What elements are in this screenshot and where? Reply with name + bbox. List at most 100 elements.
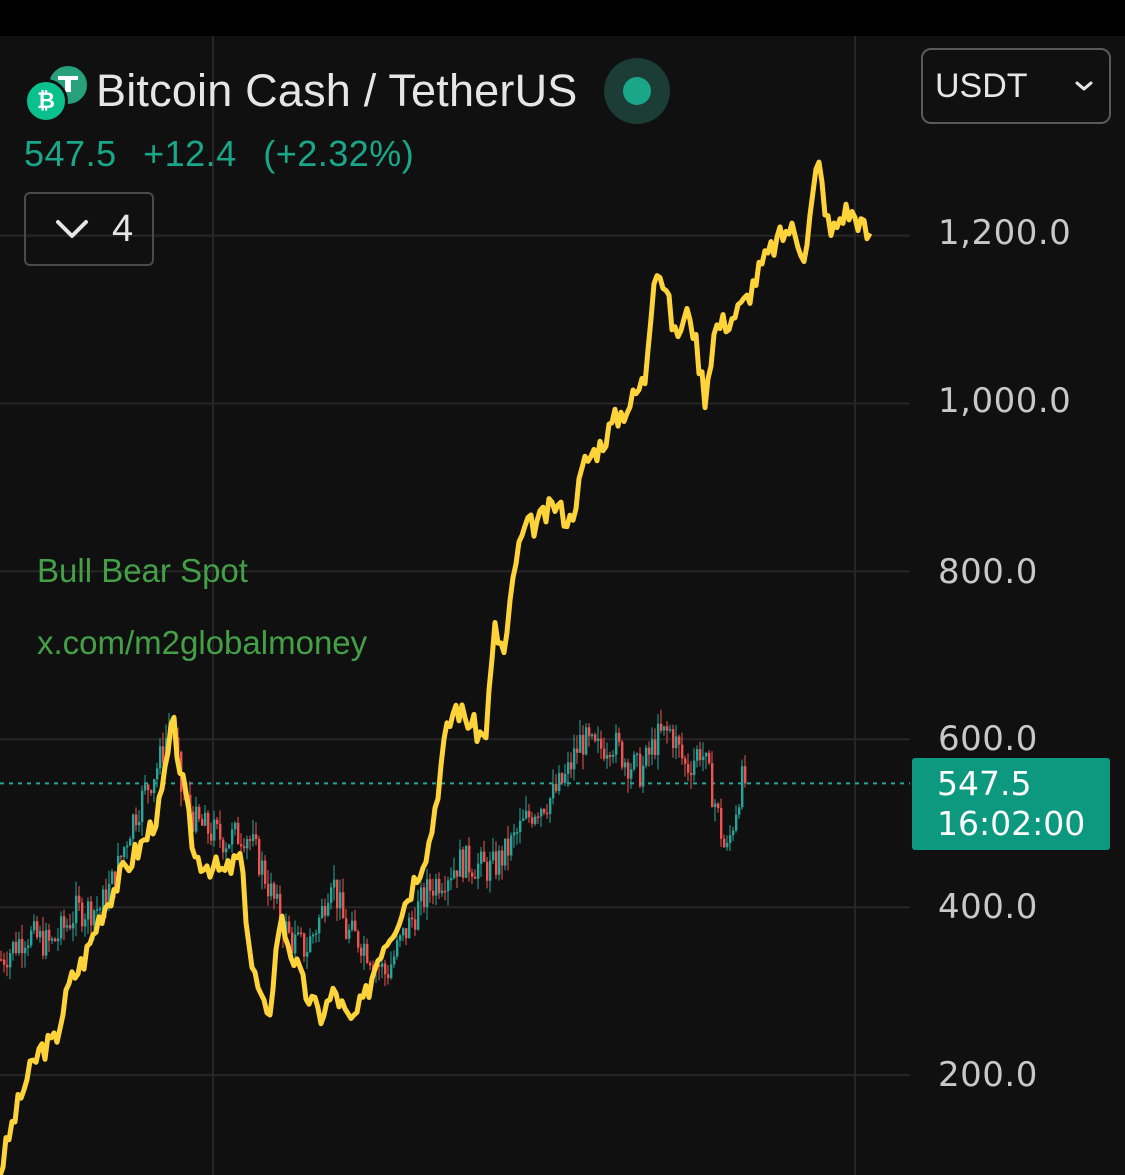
candle-body: [582, 734, 585, 755]
candle-body: [330, 887, 333, 903]
currency-select[interactable]: USDT: [921, 48, 1111, 124]
candle-body: [336, 879, 339, 909]
candle-body: [342, 892, 345, 919]
candle-body: [696, 749, 699, 761]
candle-body: [255, 834, 258, 840]
candle-body: [60, 916, 63, 939]
candle-body: [579, 734, 582, 753]
live-status-dot: [622, 77, 651, 105]
indicators-toggle-button[interactable]: 4: [24, 192, 154, 266]
candle-body: [135, 814, 138, 826]
candle-body: [204, 812, 207, 826]
candle-body: [51, 938, 54, 941]
y-tick-label: 600.0: [938, 719, 1038, 759]
candle-body: [468, 845, 471, 873]
candle-body: [399, 935, 402, 941]
candle-body: [303, 933, 306, 957]
candle-body: [588, 727, 591, 737]
candle-body: [537, 816, 540, 819]
candle-body: [672, 729, 675, 749]
candle-body: [120, 855, 123, 858]
candle-body: [684, 758, 687, 764]
overlay-line-series: [0, 159, 873, 1175]
candle-body: [729, 835, 732, 843]
chart-area[interactable]: [0, 36, 1125, 1175]
candle-body: [354, 920, 357, 932]
quote-line: 547.5 +12.4 (+2.32%): [24, 133, 414, 175]
candle-body: [390, 964, 393, 979]
candle-body: [276, 893, 279, 899]
candle-body: [96, 909, 99, 911]
candle-body: [264, 860, 267, 884]
candle-body: [42, 931, 45, 956]
candle-body: [639, 753, 642, 787]
candle-body: [12, 941, 15, 954]
candle-body: [522, 818, 525, 821]
candle-body: [6, 964, 9, 968]
candle-body: [516, 832, 519, 834]
candle-body: [234, 822, 237, 830]
y-tick-label: 1,000.0: [938, 381, 1072, 421]
candle-body: [294, 934, 297, 954]
candle-body: [555, 783, 558, 792]
candle-body: [465, 845, 468, 878]
candle-body: [654, 739, 657, 756]
candle-body: [741, 766, 744, 808]
candle-body: [429, 879, 432, 891]
candle-body: [246, 839, 249, 849]
candle-body: [162, 746, 165, 763]
candle-body: [705, 752, 708, 757]
candle-body: [552, 783, 555, 799]
candle-body: [147, 784, 150, 791]
candle-body: [426, 879, 429, 908]
candle-body: [321, 905, 324, 918]
candle-body: [681, 744, 684, 759]
candle-body: [474, 876, 477, 879]
price-change: +12.4: [143, 133, 237, 174]
candle-body: [513, 832, 516, 836]
market-status-indicator[interactable]: [603, 58, 670, 124]
candle-body: [237, 822, 240, 845]
candle-body: [507, 838, 510, 856]
candle-body: [297, 932, 300, 935]
candle-body: [27, 945, 30, 948]
candle-body: [39, 931, 42, 938]
candle-body: [339, 892, 342, 909]
candle-body: [300, 932, 303, 934]
candle-body: [609, 754, 612, 757]
candle-body: [567, 762, 570, 774]
candle-body: [612, 754, 615, 757]
candle-body: [81, 902, 84, 927]
candle-body: [327, 902, 330, 916]
candle-body: [195, 806, 198, 832]
y-tick-label: 800.0: [938, 552, 1038, 592]
candle-body: [546, 812, 549, 815]
candle-body: [462, 849, 465, 878]
bitcoin-cash-icon: ₿: [24, 79, 68, 123]
candle-body: [123, 847, 126, 858]
price-chart[interactable]: [0, 36, 1125, 1175]
candle-body: [630, 769, 633, 779]
candle-body: [534, 816, 537, 824]
candle-body: [21, 939, 24, 954]
candle-body: [291, 932, 294, 954]
candle-body: [201, 818, 204, 826]
candle-body: [543, 809, 546, 813]
indicator-count: 4: [112, 207, 134, 250]
candle-body: [159, 746, 162, 769]
candle-body: [396, 940, 399, 957]
candle-body: [621, 741, 624, 768]
candle-body: [249, 839, 252, 841]
candle-body: [48, 929, 51, 941]
candle-body: [456, 870, 459, 877]
candle-body: [486, 861, 489, 881]
candle-body: [18, 939, 21, 954]
candle-body: [531, 817, 534, 824]
candle-body: [657, 723, 660, 756]
candle-body: [78, 895, 81, 903]
candle-body: [270, 883, 273, 897]
candle-body: [210, 833, 213, 841]
candle-body: [267, 883, 270, 897]
candle-body: [498, 850, 501, 875]
candle-body: [666, 726, 669, 731]
